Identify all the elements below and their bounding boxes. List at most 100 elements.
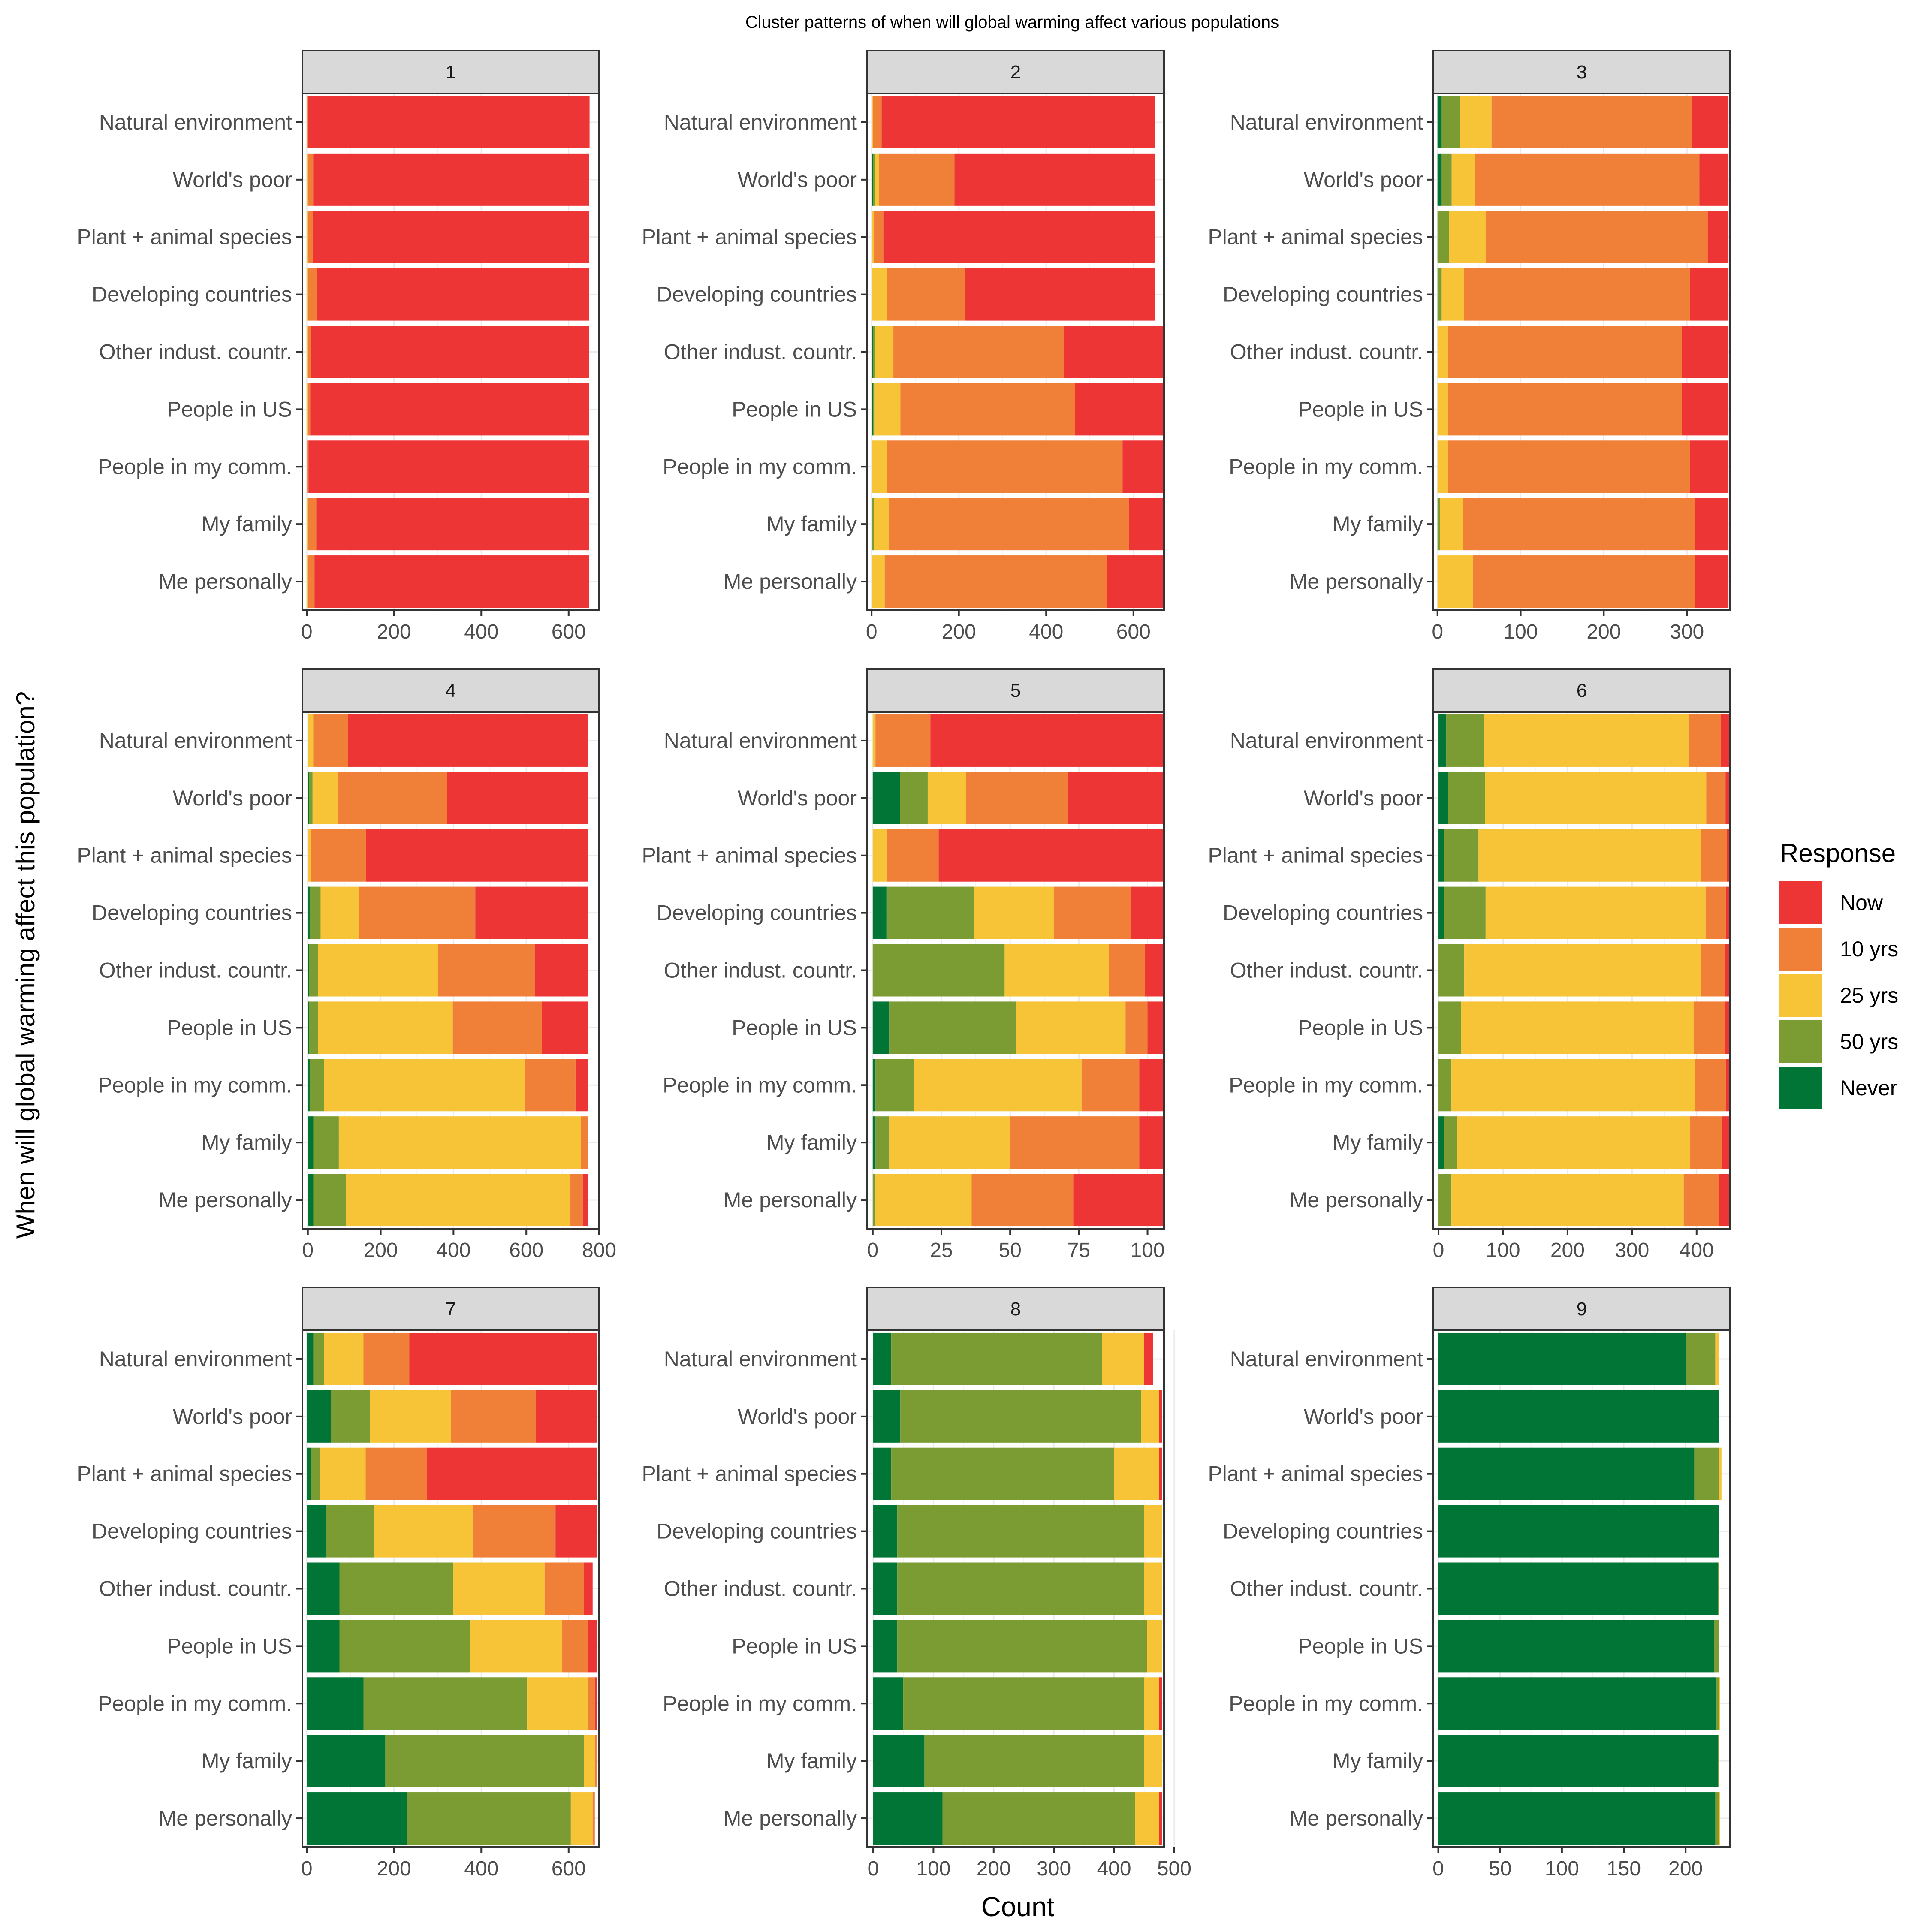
facet-panel-3: 3 Natural environment World's poor Plant + … (1208, 50, 1731, 643)
bar-now-plant-animal-species (1707, 211, 1729, 263)
bar-never-people-in-my-comm (307, 1677, 364, 1730)
bar-50-yrs-people-in-us (1438, 1001, 1461, 1054)
bar-now-natural-environment (308, 96, 590, 148)
bar-never-other-indust-countr (872, 326, 873, 378)
bar-50-yrs-plant-animal-species (891, 1447, 1114, 1500)
bar-50-yrs-plant-animal-species (1694, 1447, 1719, 1500)
y-tick-label: Other indust. countr. (99, 1577, 292, 1601)
bar-10-yrs-developing-countries (1464, 268, 1690, 321)
bar-50-yrs-people-in-my-comm (309, 1059, 324, 1112)
y-tick-label: Other indust. countr. (664, 340, 857, 364)
y-tick-label: My family (1333, 1130, 1423, 1154)
bar-25-yrs-people-in-my-comm (872, 440, 887, 493)
bar-never-world-s-poor (873, 1390, 901, 1443)
bar-never-other-indust-countr (308, 944, 309, 997)
bar-25-yrs-other-indust-countr (1464, 944, 1701, 997)
y-tick-label: People in my comm. (663, 1073, 857, 1097)
bar-25-yrs-world-s-poor (875, 153, 879, 206)
y-tick-label: Other indust. countr. (1230, 340, 1423, 364)
bar-never-developing-countries (1438, 886, 1444, 939)
x-tick-label: 400 (1029, 621, 1063, 643)
legend-key (1779, 881, 1822, 924)
bar-50-yrs-developing-countries (886, 886, 974, 939)
y-tick-label: World's poor (738, 1405, 857, 1429)
bar-10-yrs-natural-environment (313, 714, 348, 767)
y-tick-label: People in my comm. (98, 1691, 292, 1715)
bar-never-my-family (1438, 1116, 1444, 1169)
bar-10-yrs-plant-animal-species (311, 829, 366, 882)
bar-now-world-s-poor (954, 153, 1155, 206)
bar-50-yrs-people-in-my-comm (903, 1677, 1144, 1730)
bar-50-yrs-developing-countries (897, 1505, 1144, 1558)
bar-25-yrs-my-family (1144, 1735, 1162, 1787)
bar-25-yrs-people-in-my-comm (1437, 440, 1448, 493)
bar-now-world-s-poor (1699, 153, 1729, 206)
x-tick-label: 600 (509, 1239, 543, 1262)
bar-now-people-in-us (588, 1620, 597, 1673)
bar-25-yrs-my-family (889, 1116, 1010, 1169)
bar-now-world-s-poor (1068, 772, 1164, 824)
x-tick-label: 200 (1586, 621, 1621, 643)
bar-now-plant-animal-species (938, 829, 1164, 882)
bar-50-yrs-my-family (385, 1735, 584, 1787)
y-tick-label: People in my comm. (663, 1691, 857, 1715)
y-tick-label: People in my comm. (1229, 455, 1423, 479)
bar-now-people-in-my-comm (1122, 440, 1164, 493)
bar-now-people-in-us (1725, 1001, 1729, 1054)
bar-10-yrs-my-family (889, 498, 1129, 551)
bar-25-yrs-people-in-my-comm (1144, 1677, 1159, 1730)
bar-50-yrs-people-in-my-comm (1716, 1677, 1719, 1730)
y-tick-label: World's poor (1304, 786, 1423, 810)
x-tick-label: 200 (977, 1857, 1011, 1880)
bar-10-yrs-other-indust-countr (1109, 944, 1145, 997)
y-tick-label: Developing countries (92, 901, 292, 925)
bar-50-yrs-people-in-us (339, 1620, 470, 1673)
x-tick-label: 600 (552, 1857, 586, 1880)
bar-now-natural-environment (409, 1332, 597, 1385)
bar-10-yrs-people-in-my-comm (887, 440, 1123, 493)
bar-25-yrs-people-in-us (874, 383, 901, 436)
y-tick-label: Plant + animal species (642, 844, 857, 868)
x-tick-label: 100 (1503, 621, 1538, 643)
y-tick-label: People in my comm. (1229, 1691, 1423, 1715)
bar-25-yrs-natural-environment (1102, 1332, 1144, 1385)
bar-now-people-in-my-comm (1726, 1059, 1729, 1112)
bar-25-yrs-developing-countries (872, 268, 887, 321)
facet-strip (302, 50, 600, 94)
facet-panel-9: 9 Natural environment World's poor Plant + … (1208, 1287, 1731, 1880)
y-tick-label: Natural environment (1230, 1347, 1423, 1371)
bar-50-yrs-world-s-poor (1448, 772, 1485, 824)
legend-title: Response (1780, 839, 1896, 868)
bar-never-people-in-my-comm (873, 1677, 904, 1730)
bar-now-world-s-poor (313, 153, 589, 206)
y-tick-label: Me personally (1290, 1188, 1423, 1212)
legend-label: 10 yrs (1840, 937, 1898, 961)
bar-25-yrs-people-in-us (318, 1001, 453, 1054)
x-tick-label: 100 (916, 1857, 950, 1880)
bar-10-yrs-world-s-poor (308, 153, 314, 206)
bar-never-people-in-us (872, 1001, 890, 1054)
bar-25-yrs-me-personally (570, 1792, 593, 1845)
bar-10-yrs-developing-countries (1054, 886, 1131, 939)
bar-50-yrs-world-s-poor (900, 1390, 1141, 1443)
y-tick-label: Plant + animal species (1208, 1462, 1423, 1486)
bar-10-yrs-other-indust-countr (1447, 326, 1682, 378)
bar-50-yrs-my-family (924, 1735, 1144, 1787)
bar-25-yrs-world-s-poor (927, 772, 966, 824)
bar-25-yrs-natural-environment (1460, 96, 1492, 148)
facet-panel-8: 8 Natural environment World's poor Plant + … (642, 1287, 1191, 1880)
y-tick-label: People in US (167, 397, 292, 421)
x-tick-label: 100 (1545, 1857, 1579, 1880)
legend-item-now: Now (1779, 881, 1883, 924)
bar-10-yrs-world-s-poor (451, 1390, 536, 1443)
x-tick-label: 200 (1550, 1239, 1585, 1262)
bar-50-yrs-my-family (872, 498, 874, 551)
legend-label: 25 yrs (1840, 983, 1898, 1007)
bar-25-yrs-plant-animal-species (1114, 1447, 1159, 1500)
facet-strip-label: 7 (446, 1299, 456, 1320)
bar-50-yrs-people-in-us (309, 1001, 318, 1054)
bar-10-yrs-people-in-us (1447, 383, 1682, 436)
bar-25-yrs-my-family (584, 1735, 595, 1787)
bar-never-people-in-us (873, 1620, 898, 1673)
y-tick-label: People in my comm. (1229, 1073, 1423, 1097)
